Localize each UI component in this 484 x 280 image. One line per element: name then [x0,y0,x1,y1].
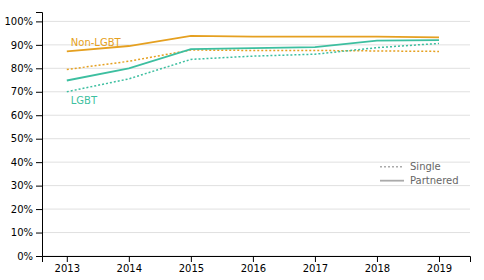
x-tick: 2018 [365,256,390,274]
y-tick: 90% [11,40,42,51]
legend-label: Partnered [410,175,459,186]
annotation: Non-LGBT [71,37,122,48]
legend-item: Single [380,161,441,172]
x-axis: 2013 2014 2015 2016 2017 2018 2019 [43,256,471,274]
y-tick: 100% [4,16,42,27]
axis-domain [36,13,43,257]
grid-line [42,138,470,139]
y-tick: 70% [11,86,42,97]
annotations: Non-LGBT LGBT [71,37,122,106]
tick-label: 2014 [117,263,142,274]
grid-line [42,232,470,233]
series-line [67,36,439,51]
grid-line [42,185,470,186]
tick-mark [36,68,42,69]
legend-swatch [380,166,404,168]
series-line [67,43,439,91]
grid-line [42,209,470,210]
legend: Single Partnered [380,161,459,186]
tick-mark [67,256,68,262]
plot: 2013 2014 2015 2016 2017 2018 2019 0% 10% 20% 30% 4… [4,13,470,275]
tick-mark [36,139,42,140]
tick-mark [36,233,42,234]
grid-line [42,68,470,69]
tick-label: 60% [11,110,33,121]
x-tick: 2013 [55,256,80,274]
x-tick: 2017 [303,256,328,274]
tick-label: 0% [17,251,33,262]
tick-label: 30% [11,180,33,191]
tick-label: 20% [11,204,33,215]
tick-label: 2019 [427,263,452,274]
tick-mark [191,256,192,262]
annotation: LGBT [71,95,98,106]
tick-mark [129,256,130,262]
y-tick: 20% [11,204,42,215]
tick-mark [36,92,42,93]
grid-line [42,115,470,116]
grid [42,21,470,256]
y-tick: 50% [11,133,42,144]
tick-label: 50% [11,133,33,144]
tick-mark [36,45,42,46]
tick-mark [377,256,378,262]
chart: 2013 2014 2015 2016 2017 2018 2019 0% 10% 20% 30% 4… [0,0,484,280]
axis-domain [43,257,471,263]
grid-line [42,91,470,92]
y-tick: 0% [17,251,42,262]
y-tick: 10% [11,227,42,238]
y-axis: 0% 10% 20% 30% 40% 50% 60% 70% 80% 90% 100% [4,13,42,262]
x-tick: 2016 [241,256,266,274]
tick-mark [36,256,42,257]
tick-label: 2018 [365,263,390,274]
tick-mark [36,115,42,116]
tick-mark [36,209,42,210]
tick-mark [315,256,316,262]
tick-label: 80% [11,63,33,74]
tick-mark [439,256,440,262]
y-tick: 40% [11,157,42,168]
tick-label: 40% [11,157,33,168]
x-tick: 2015 [179,256,204,274]
x-tick: 2014 [117,256,142,274]
grid-line [42,21,470,22]
tick-label: 2016 [241,263,266,274]
legend-swatch [380,180,404,182]
y-tick: 30% [11,180,42,191]
tick-label: 10% [11,227,33,238]
y-tick: 80% [11,63,42,74]
tick-mark [253,256,254,262]
tick-label: 90% [11,40,33,51]
tick-label: 70% [11,86,33,97]
series-line [67,50,439,69]
tick-label: 100% [4,16,33,27]
y-tick: 60% [11,110,42,121]
tick-label: 2015 [179,263,204,274]
tick-mark [36,186,42,187]
grid-line [42,162,470,163]
legend-item: Partnered [380,175,459,186]
series-line [67,40,439,80]
tick-mark [36,162,42,163]
tick-label: 2013 [55,263,80,274]
lines [67,36,439,92]
legend-label: Single [410,161,441,172]
tick-mark [36,21,42,22]
x-tick: 2019 [427,256,452,274]
tick-label: 2017 [303,263,328,274]
